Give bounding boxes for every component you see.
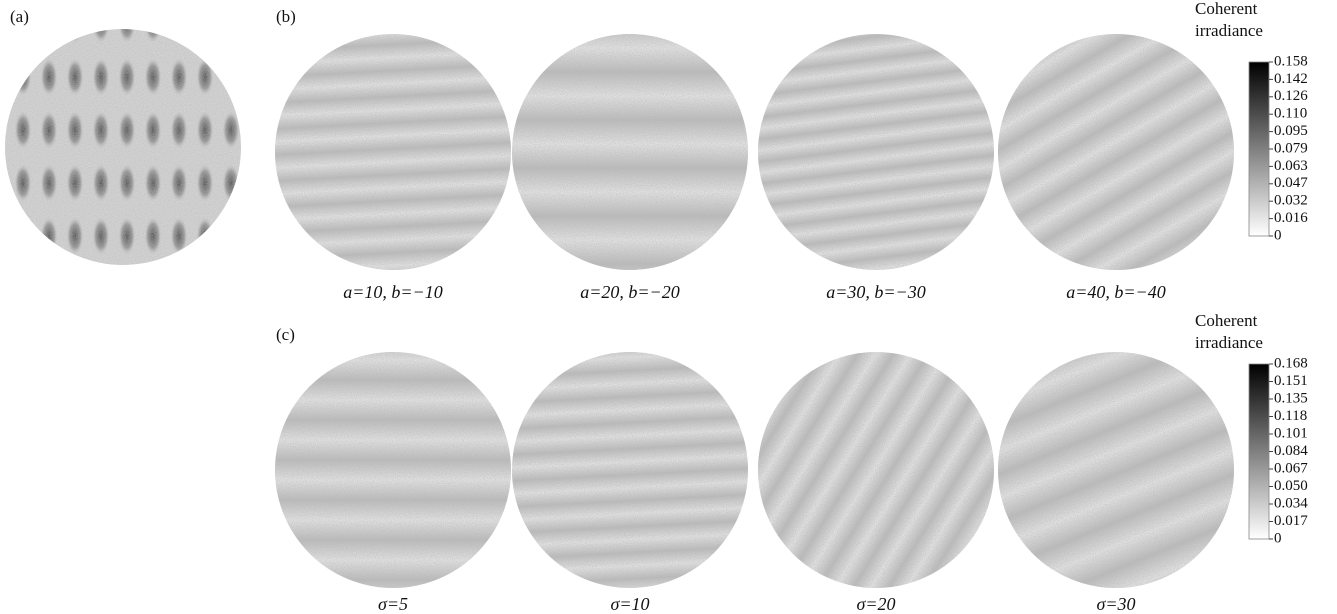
colorbar-tick-label: 0.032 [1274, 193, 1308, 209]
colorbar-tick-label: 0.151 [1274, 373, 1308, 389]
speckle [275, 352, 511, 588]
speckle [5, 29, 241, 265]
colorbar-title: Coherent [1195, 0, 1258, 18]
colorbar-tick-label: 0.118 [1274, 408, 1307, 424]
colorbar-tick-label: 0.067 [1274, 460, 1308, 476]
irradiance-image [275, 34, 511, 270]
speckle [512, 352, 748, 588]
colorbar-tick-label: 0.063 [1274, 158, 1308, 174]
colorbar-tick-label: 0.110 [1274, 106, 1307, 122]
colorbar-tick-label: 0.034 [1274, 495, 1308, 511]
colorbar [1249, 364, 1269, 539]
colorbar-tick-label: 0.168 [1274, 355, 1308, 371]
colorbar-tick-label: 0.047 [1274, 175, 1308, 191]
caption: σ=10 [610, 594, 649, 614]
speckle [758, 352, 994, 588]
panel-label: (a) [10, 7, 29, 26]
colorbar-tick-label: 0.142 [1274, 71, 1308, 87]
caption: σ=20 [856, 594, 895, 614]
colorbar-tick-label: 0.050 [1274, 478, 1308, 494]
caption: a=30, b=−30 [826, 282, 925, 302]
colorbar-title: Coherent [1195, 311, 1258, 330]
colorbar-tick-label: 0.016 [1274, 210, 1308, 226]
caption: a=10, b=−10 [343, 282, 442, 302]
irradiance-image [998, 352, 1234, 588]
irradiance-image [275, 352, 511, 588]
colorbar-tick-label: 0 [1274, 227, 1282, 243]
caption: σ=30 [1096, 594, 1135, 614]
irradiance-image [5, 29, 241, 265]
colorbar-tick-label: 0.084 [1274, 443, 1308, 459]
irradiance-image [758, 34, 994, 270]
speckle [275, 34, 511, 270]
colorbar-tick-label: 0.017 [1274, 513, 1308, 529]
caption: σ=5 [378, 594, 408, 614]
colorbar-title: irradiance [1195, 21, 1263, 40]
colorbar-tick-label: 0.079 [1274, 140, 1308, 156]
colorbar-tick-label: 0.095 [1274, 123, 1308, 139]
speckle [758, 34, 994, 270]
panel-label: (c) [276, 325, 295, 344]
colorbar-tick-label: 0 [1274, 530, 1282, 546]
colorbar-tick-label: 0.135 [1274, 390, 1308, 406]
colorbar-tick-label: 0.126 [1274, 88, 1308, 104]
caption: a=20, b=−20 [580, 282, 679, 302]
caption: a=40, b=−40 [1066, 282, 1165, 302]
irradiance-image [512, 34, 748, 270]
irradiance-image [998, 34, 1234, 270]
irradiance-image [512, 352, 748, 588]
speckle [998, 352, 1234, 588]
colorbar-title: irradiance [1195, 333, 1263, 352]
irradiance-image [758, 352, 994, 588]
panel-label: (b) [276, 7, 296, 26]
colorbar-tick-label: 0.158 [1274, 53, 1308, 69]
speckle [998, 34, 1234, 270]
colorbar-tick-label: 0.101 [1274, 425, 1308, 441]
speckle [512, 34, 748, 270]
figure: (a) (b) a=10, b=−10 a=20, b=−20 a=30, b=−30 a… [0, 0, 1337, 614]
colorbar [1249, 62, 1269, 236]
